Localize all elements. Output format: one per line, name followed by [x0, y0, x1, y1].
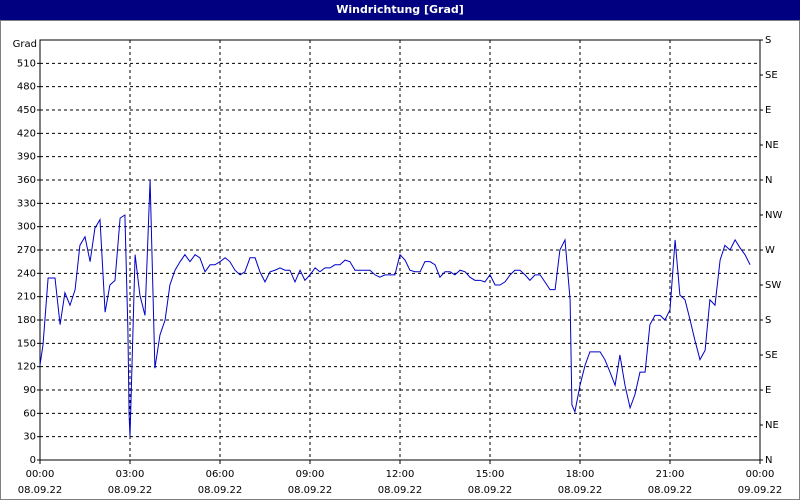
y-tick-label: 510 — [17, 58, 36, 69]
x-tick-label: 09:00 — [296, 469, 325, 480]
y-tick-label: 450 — [17, 105, 36, 116]
y2-tick-label: NE — [765, 140, 779, 151]
y-tick-label: 240 — [17, 268, 36, 279]
y2-tick-label: NE — [765, 420, 779, 431]
y2-tick-label: S — [765, 35, 771, 46]
y2-tick-label: N — [765, 455, 772, 466]
y-tick-label: 60 — [23, 408, 36, 419]
x-tick-date: 08.09.22 — [198, 485, 243, 496]
y-tick-label: 120 — [17, 362, 36, 373]
y-tick-label: 330 — [17, 198, 36, 209]
x-tick-date: 08.09.22 — [18, 485, 63, 496]
x-tick-label: 15:00 — [476, 469, 505, 480]
y-tick-label: 90 — [23, 385, 36, 396]
y-tick-label: 360 — [17, 175, 36, 186]
y2-tick-label: W — [765, 245, 775, 256]
y-axis-label: Grad — [13, 39, 37, 50]
y-tick-label: 420 — [17, 128, 36, 139]
y2-tick-label: NW — [765, 210, 782, 221]
y-tick-label: 270 — [17, 245, 36, 256]
y-tick-label: 180 — [17, 315, 36, 326]
y-tick-label: 0 — [30, 455, 36, 466]
y2-tick-label: SE — [765, 70, 778, 81]
y-tick-label: 300 — [17, 222, 36, 233]
y2-tick-label: N — [765, 175, 772, 186]
x-tick-date: 08.09.22 — [468, 485, 513, 496]
title-bar — [0, 0, 800, 20]
x-tick-date: 08.09.22 — [288, 485, 333, 496]
y2-tick-label: SW — [765, 280, 781, 291]
data-line — [39, 179, 751, 437]
x-tick-label: 00:00 — [746, 469, 775, 480]
x-tick-label: 12:00 — [386, 469, 415, 480]
x-tick-date: 08.09.22 — [648, 485, 693, 496]
x-tick-date: 08.09.22 — [558, 485, 603, 496]
y-tick-label: 210 — [17, 292, 36, 303]
y-tick-label: 150 — [17, 338, 36, 349]
x-tick-date: 08.09.22 — [378, 485, 423, 496]
y2-tick-label: E — [765, 385, 771, 396]
y-tick-label: 30 — [23, 432, 36, 443]
chart-title: Windrichtung [Grad] — [336, 3, 464, 16]
y-tick-label: 390 — [17, 152, 36, 163]
x-tick-label: 06:00 — [206, 469, 235, 480]
x-tick-label: 21:00 — [656, 469, 685, 480]
x-tick-date: 09.09.22 — [738, 485, 783, 496]
y2-tick-label: SE — [765, 350, 778, 361]
x-tick-label: 00:00 — [26, 469, 55, 480]
x-tick-label: 03:00 — [116, 469, 145, 480]
y2-tick-label: S — [765, 315, 771, 326]
y-tick-label: 480 — [17, 82, 36, 93]
x-tick-date: 08.09.22 — [108, 485, 153, 496]
x-tick-label: 18:00 — [566, 469, 595, 480]
y2-tick-label: E — [765, 105, 771, 116]
